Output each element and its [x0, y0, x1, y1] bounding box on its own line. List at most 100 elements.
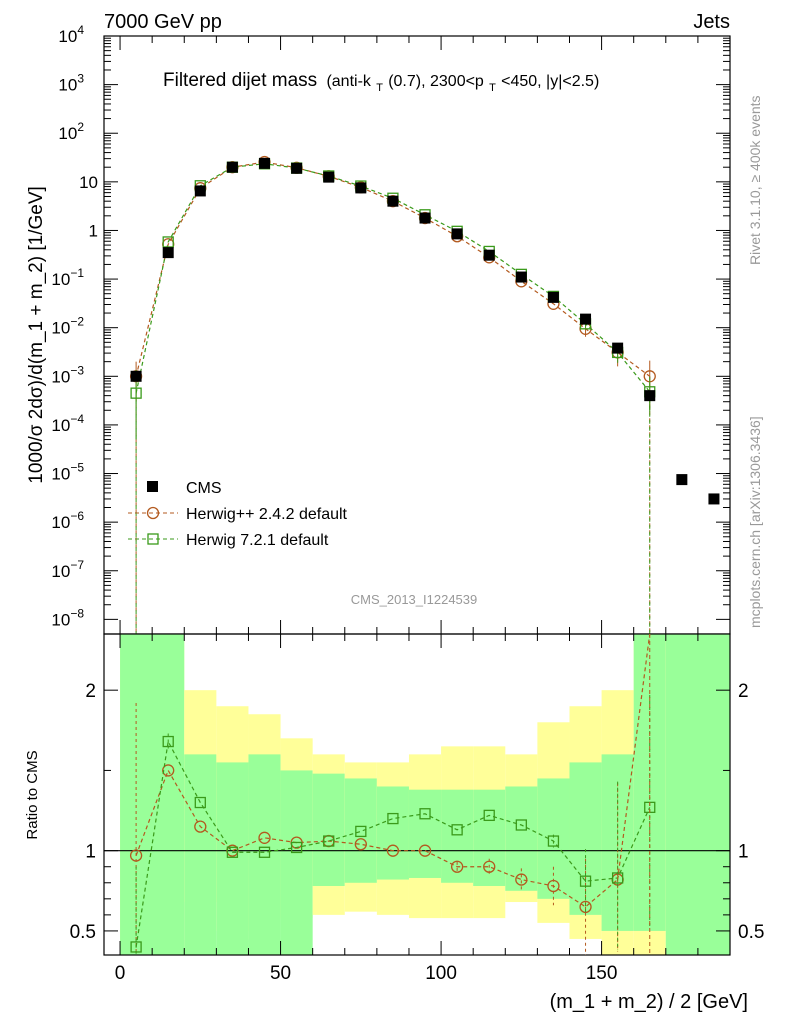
main-title: Filtered dijet mass (anti-k T (0.7), 230… — [163, 70, 599, 96]
x-tick-label: 50 — [270, 963, 291, 984]
herwig7-ratio-point — [451, 824, 463, 836]
ratio-y-tick-label-left: 2 — [85, 681, 96, 702]
mcplots-credit-label: mcplots.cern.ch [arXiv:1306.3436] — [747, 416, 763, 628]
herwigpp-ratio-point — [579, 900, 592, 913]
ratio-y-tick-label-right: 1 — [738, 842, 749, 863]
y-tick-mantissa: 10 — [58, 76, 77, 95]
herwig7-ratio-point — [162, 735, 174, 748]
herwigpp-ratio-point — [162, 764, 175, 777]
y-tick-label: 10−5 — [51, 461, 84, 484]
legend-marker-herwig7 — [147, 533, 159, 545]
ratio-y-tick-label-left: 0.5 — [70, 922, 96, 943]
cms-point — [612, 342, 624, 354]
y-tick-label: 104 — [58, 23, 84, 46]
cms-point — [355, 182, 367, 194]
y-tick-exponent: 3 — [77, 72, 84, 86]
y-tick-mantissa: 10 — [79, 173, 98, 192]
ratio-data-layer — [129, 633, 656, 955]
y-tick-mantissa: 10 — [51, 610, 70, 629]
ratio-y-tick-label-right: 0.5 — [738, 922, 764, 943]
y-tick-mantissa: 10 — [51, 562, 70, 581]
title-main-text: Filtered dijet mass — [163, 70, 317, 91]
y-tick-exponent: −1 — [70, 266, 84, 280]
band-inner-1 — [184, 754, 217, 955]
legend-label-herwig7: Herwig 7.2.1 default — [186, 532, 329, 549]
cms-point — [676, 474, 688, 486]
band-inner-3 — [248, 754, 281, 955]
y-tick-label: 1 — [89, 221, 98, 240]
header-jets-label: Jets — [693, 11, 730, 33]
herwig7-point — [162, 236, 174, 248]
y-tick-exponent: −3 — [70, 363, 84, 377]
legend-marker-herwigpp — [146, 506, 160, 520]
y-tick-exponent: 2 — [77, 120, 84, 134]
legend: CMS Herwig++ 2.4.2 default Herwig 7.2.1 … — [128, 480, 348, 549]
ratio-frame — [103, 633, 731, 956]
herwigpp-ratio-point — [547, 879, 560, 893]
herwigpp-line — [135, 161, 651, 377]
y-tick-exponent: −2 — [70, 315, 84, 329]
y-tick-label: 10 — [79, 173, 98, 192]
herwigpp-ratio-point — [450, 860, 464, 873]
y-tick-exponent: −5 — [70, 461, 84, 475]
band-inner-2 — [216, 762, 249, 955]
herwig7-ratio-point — [355, 825, 367, 838]
x-tick-label: 0 — [115, 963, 126, 984]
analysis-watermark: CMS_2013_I1224539 — [351, 592, 478, 607]
band-inner-0 — [120, 634, 185, 955]
herwigpp-ratio-point — [258, 831, 271, 844]
main-panel: 10410310210110−110−210−310−410−510−610−7… — [51, 23, 731, 635]
y-tick-mantissa: 10 — [51, 319, 70, 338]
x-tick-label: 150 — [586, 963, 618, 984]
x-tick-label: 100 — [425, 963, 457, 984]
title-sub-t1: T — [376, 82, 383, 94]
y-tick-label: 10−4 — [51, 412, 84, 435]
herwig7-ratio-point — [387, 812, 399, 825]
herwig7-ratio-point — [419, 808, 431, 820]
y-tick-mantissa: 10 — [51, 513, 70, 532]
y-tick-exponent: −7 — [70, 558, 84, 572]
ratio-y-tick-label-right: 2 — [738, 681, 749, 702]
herwig7-ratio-line — [135, 739, 651, 948]
band-inner-16 — [665, 634, 730, 955]
herwigpp-ratio-offscale-line — [617, 633, 651, 880]
herwigpp-ratio-point — [483, 860, 496, 873]
y-tick-mantissa: 10 — [58, 27, 77, 46]
band-inner-11 — [505, 786, 538, 891]
cms-point — [580, 313, 592, 325]
herwig7-ratio-point — [579, 875, 592, 887]
herwigpp-ratio-point — [386, 844, 400, 857]
title-anti-kt: (anti-k — [326, 73, 371, 90]
y-tick-mantissa: 10 — [51, 367, 70, 386]
y-tick-mantissa: 10 — [51, 465, 70, 484]
cms-point — [547, 291, 559, 303]
herwig7-ratio-point — [611, 872, 624, 884]
herwig7-ratio-point — [323, 835, 335, 847]
ratio-y-tick-label-left: 1 — [85, 842, 96, 863]
main-data-layer — [129, 155, 720, 634]
band-inner-5 — [312, 773, 345, 886]
herwig7-ratio-point — [547, 835, 560, 847]
legend-label-cms: CMS — [186, 480, 222, 497]
herwig7-ratio-point — [130, 941, 142, 953]
band-inner-7 — [376, 786, 409, 880]
y-tick-mantissa: 10 — [58, 124, 77, 143]
rivet-version-label: Rivet 3.1.10, ≥ 400k events — [747, 95, 763, 265]
band-inner-8 — [408, 789, 442, 878]
title-sub-t2: T — [489, 82, 496, 94]
herwigpp-ratio-point — [515, 873, 528, 886]
herwig7-ratio-point — [515, 819, 527, 831]
y-tick-exponent: −4 — [70, 412, 84, 426]
y-tick-label: 10−7 — [51, 558, 84, 581]
cms-point — [226, 161, 238, 173]
cms-point — [194, 185, 206, 197]
cms-point — [644, 390, 656, 402]
band-inner-6 — [344, 778, 377, 883]
title-rapidity-cut: <450, |y|<2.5) — [501, 73, 599, 90]
herwig7-ratio-point — [290, 841, 303, 854]
cms-point — [323, 171, 335, 183]
y-tick-label: 10−6 — [51, 509, 84, 532]
x-axis-label: (m_1 + m_2) / 2 [GeV] — [550, 991, 748, 1013]
legend-label-herwigpp: Herwig++ 2.4.2 default — [186, 506, 348, 523]
